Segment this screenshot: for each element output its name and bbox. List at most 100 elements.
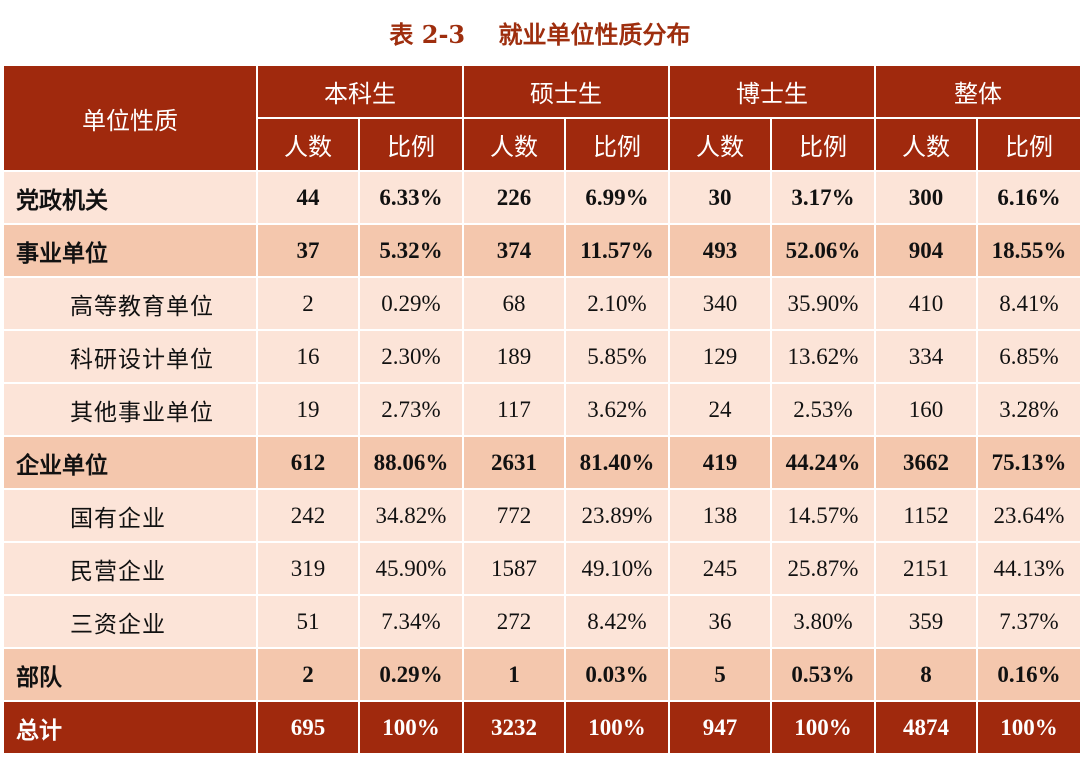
ratio-cell: 100% (564, 700, 670, 755)
ratio-cell: 34.82% (358, 488, 464, 543)
ratio-cell: 6.99% (564, 170, 670, 225)
count-cell: 2631 (462, 435, 566, 490)
count-cell: 1152 (874, 488, 978, 543)
header-count: 人数 (874, 117, 978, 172)
table-body: 党政机关 44 6.33% 226 6.99% 30 3.17% 300 6.16% 事业单位 37… (2, 170, 1080, 755)
ratio-cell: 0.29% (358, 276, 464, 331)
ratio-cell: 2.10% (564, 276, 670, 331)
count-cell: 16 (256, 329, 360, 384)
ratio-cell: 0.03% (564, 647, 670, 702)
ratio-cell: 23.89% (564, 488, 670, 543)
count-cell: 359 (874, 594, 978, 649)
count-cell: 1587 (462, 541, 566, 596)
ratio-cell: 3.28% (976, 382, 1080, 437)
ratio-cell: 13.62% (770, 329, 876, 384)
header-count: 人数 (256, 117, 360, 172)
row-label: 高等教育单位 (2, 276, 258, 331)
count-cell: 904 (874, 223, 978, 278)
count-cell: 947 (668, 700, 772, 755)
ratio-cell: 2.30% (358, 329, 464, 384)
count-cell: 2 (256, 276, 360, 331)
count-cell: 30 (668, 170, 772, 225)
table-row: 其他事业单位 19 2.73% 117 3.62% 24 2.53% 160 3.28% (2, 382, 1080, 437)
count-cell: 272 (462, 594, 566, 649)
ratio-cell: 0.53% (770, 647, 876, 702)
row-label: 事业单位 (2, 223, 258, 278)
count-cell: 300 (874, 170, 978, 225)
ratio-cell: 2.73% (358, 382, 464, 437)
ratio-cell: 25.87% (770, 541, 876, 596)
count-cell: 4874 (874, 700, 978, 755)
count-cell: 1 (462, 647, 566, 702)
count-cell: 319 (256, 541, 360, 596)
header-group-undergrad: 本科生 (256, 64, 464, 119)
table-row: 部队 2 0.29% 1 0.03% 5 0.53% 8 0.16% (2, 647, 1080, 702)
ratio-cell: 6.85% (976, 329, 1080, 384)
ratio-cell: 0.16% (976, 647, 1080, 702)
ratio-cell: 100% (976, 700, 1080, 755)
row-label: 部队 (2, 647, 258, 702)
count-cell: 3662 (874, 435, 978, 490)
header-unit-type: 单位性质 (2, 64, 258, 172)
ratio-cell: 8.41% (976, 276, 1080, 331)
count-cell: 3232 (462, 700, 566, 755)
header-row-sub: 人数 比例 人数 比例 人数 比例 人数 比例 (3, 117, 1080, 172)
header-group-phd: 博士生 (668, 64, 876, 119)
ratio-cell: 75.13% (976, 435, 1080, 490)
ratio-cell: 35.90% (770, 276, 876, 331)
count-cell: 44 (256, 170, 360, 225)
ratio-cell: 6.33% (358, 170, 464, 225)
count-cell: 24 (668, 382, 772, 437)
count-cell: 340 (668, 276, 772, 331)
ratio-cell: 2.53% (770, 382, 876, 437)
count-cell: 5 (668, 647, 772, 702)
table-row: 民营企业 319 45.90% 1587 49.10% 245 25.87% 2151 44.1… (2, 541, 1080, 596)
ratio-cell: 100% (770, 700, 876, 755)
ratio-cell: 0.29% (358, 647, 464, 702)
header-group-master: 硕士生 (462, 64, 670, 119)
count-cell: 68 (462, 276, 566, 331)
row-label: 三资企业 (2, 594, 258, 649)
employment-table: 单位性质 本科生 硕士生 博士生 整体 人数 比例 人数 比例 人数 比例 人数… (2, 64, 1080, 755)
count-cell: 37 (256, 223, 360, 278)
table-row: 事业单位 37 5.32% 374 11.57% 493 52.06% 904 18.55% (2, 223, 1080, 278)
ratio-cell: 81.40% (564, 435, 670, 490)
header-ratio: 比例 (770, 117, 876, 172)
ratio-cell: 3.17% (770, 170, 876, 225)
count-cell: 129 (668, 329, 772, 384)
count-cell: 117 (462, 382, 566, 437)
count-cell: 138 (668, 488, 772, 543)
count-cell: 2151 (874, 541, 978, 596)
count-cell: 2 (256, 647, 360, 702)
ratio-cell: 100% (358, 700, 464, 755)
count-cell: 772 (462, 488, 566, 543)
count-cell: 242 (256, 488, 360, 543)
count-cell: 612 (256, 435, 360, 490)
header-ratio: 比例 (358, 117, 464, 172)
ratio-cell: 44.13% (976, 541, 1080, 596)
ratio-cell: 14.57% (770, 488, 876, 543)
row-label: 党政机关 (2, 170, 258, 225)
count-cell: 245 (668, 541, 772, 596)
table-row: 三资企业 51 7.34% 272 8.42% 36 3.80% 359 7.37% (2, 594, 1080, 649)
count-cell: 226 (462, 170, 566, 225)
ratio-cell: 45.90% (358, 541, 464, 596)
count-cell: 19 (256, 382, 360, 437)
ratio-cell: 7.34% (358, 594, 464, 649)
count-cell: 695 (256, 700, 360, 755)
row-label: 其他事业单位 (2, 382, 258, 437)
ratio-cell: 88.06% (358, 435, 464, 490)
table-title: 表 2-3 就业单位性质分布 (389, 19, 691, 49)
table-row: 科研设计单位 16 2.30% 189 5.85% 129 13.62% 334 6.85% (2, 329, 1080, 384)
count-cell: 160 (874, 382, 978, 437)
count-cell: 189 (462, 329, 566, 384)
count-cell: 36 (668, 594, 772, 649)
ratio-cell: 6.16% (976, 170, 1080, 225)
ratio-cell: 5.32% (358, 223, 464, 278)
row-label: 企业单位 (2, 435, 258, 490)
header-row-groups: 单位性质 本科生 硕士生 博士生 整体 (2, 64, 1080, 172)
table-row: 国有企业 242 34.82% 772 23.89% 138 14.57% 1152 23.64… (2, 488, 1080, 543)
row-label: 国有企业 (2, 488, 258, 543)
ratio-cell: 44.24% (770, 435, 876, 490)
count-cell: 8 (874, 647, 978, 702)
